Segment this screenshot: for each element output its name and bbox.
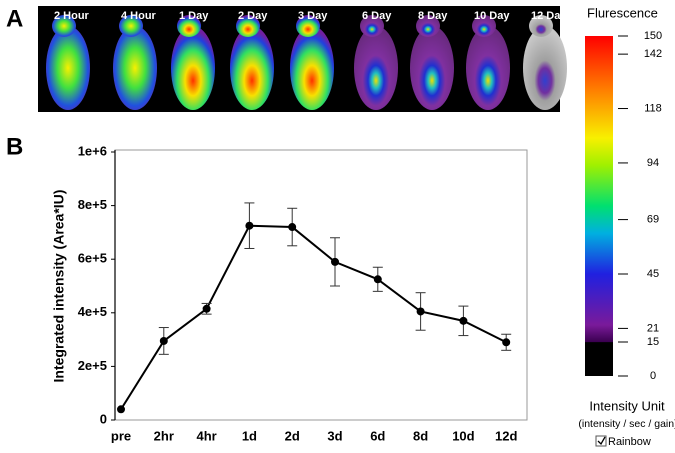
unit-title: Intensity Unit: [589, 398, 665, 413]
colorbar-tick-label: 45: [647, 268, 659, 280]
image-label: 2 Day: [238, 10, 268, 22]
data-point: [416, 307, 425, 316]
data-point: [202, 304, 211, 313]
y-tick-label: 2e+5: [78, 358, 107, 373]
mouse-body: [46, 26, 90, 110]
x-tick-label: 8d: [413, 428, 428, 443]
colorbar: Flurescence15014211894694521150Intensity…: [578, 5, 675, 447]
x-tick-label: 1d: [242, 428, 257, 443]
mouse-body: [354, 26, 398, 110]
mouse-head: [416, 15, 440, 37]
image-label: 2 Hour: [54, 10, 90, 22]
data-point: [245, 221, 254, 230]
image-label: 1 Day: [179, 10, 209, 22]
y-tick-label: 6e+5: [78, 251, 107, 266]
mouse-body: [466, 26, 510, 110]
mouse-body: [290, 26, 334, 110]
mouse-head: [177, 15, 201, 37]
x-tick-label: 3d: [327, 428, 342, 443]
x-tick-label: 2hr: [154, 428, 174, 443]
mouse-head: [296, 15, 320, 37]
colorbar-tick-label: 142: [644, 48, 662, 60]
image-label: 6 Day: [362, 10, 392, 22]
checkmark: [597, 436, 606, 446]
mouse-head: [360, 15, 384, 37]
data-point: [459, 316, 468, 325]
y-tick-label: 4e+5: [78, 304, 107, 319]
x-tick-label: pre: [111, 428, 131, 443]
colorbar-tick-label: 15: [647, 336, 659, 348]
data-point: [159, 336, 168, 345]
image-label: 8 Day: [418, 10, 448, 22]
unit-subtitle: (intensity / sec / gain): [578, 418, 675, 430]
mouse-head: [529, 15, 553, 37]
mouse-body: [113, 26, 157, 110]
y-tick-label: 8e+5: [78, 197, 107, 212]
panel-label: B: [6, 133, 23, 160]
data-point: [331, 257, 339, 266]
colorbar-tick-label: 69: [647, 214, 659, 226]
image-label: 3 Day: [298, 10, 328, 22]
image-label: 4 Hour: [121, 10, 157, 22]
colorbar-gradient: [585, 36, 613, 376]
data-point: [288, 223, 297, 232]
x-tick-label: 12d: [495, 428, 517, 443]
image-label: 12 Day: [531, 10, 567, 22]
plot-frame: [114, 149, 528, 421]
checkbox: [595, 435, 607, 447]
y-tick-label: 1e+6: [78, 143, 107, 158]
colorbar-tick-label: 94: [647, 157, 659, 169]
data-line: [120, 224, 507, 410]
mouse-images: 2 Hour 4 Hour 1 Day 2 Day 3 Day 6 Day 8 Day 10 …: [46, 10, 567, 110]
data-point: [117, 405, 125, 414]
colorbar-tick-label: 21: [647, 322, 659, 334]
mouse-body: [523, 26, 567, 110]
mouse-head: [52, 15, 76, 37]
x-tick-label: 2d: [285, 428, 300, 443]
mouse-body: [410, 26, 454, 110]
y-axis-title: Integrated intensity (Area*IU): [51, 190, 67, 383]
colorbar-tick-label: 118: [644, 102, 662, 114]
mouse-body: [171, 26, 215, 110]
y-tick-label: 0: [100, 411, 107, 426]
line-chart: 0 2e+5 4e+5 6e+5 8e+5 1e+6 Integrated intensit…: [51, 143, 528, 443]
x-tick-label: 6d: [370, 428, 385, 443]
colorbar-tick-label: 0: [650, 370, 656, 382]
colorbar-tick-label: 150: [644, 30, 662, 42]
x-tick-label: 4hr: [196, 428, 216, 443]
checkbox-label: Rainbow: [608, 436, 651, 448]
image-label: 10 Day: [474, 10, 510, 22]
data-point: [502, 338, 511, 347]
mouse-head: [236, 15, 260, 37]
data-point: [373, 275, 382, 284]
mouse-head: [119, 15, 143, 37]
colorbar-title: Flurescence: [587, 5, 658, 20]
x-tick-label: 10d: [452, 428, 474, 443]
mouse-body: [230, 26, 274, 110]
panel-label: A: [6, 5, 23, 32]
mouse-head: [472, 15, 496, 37]
